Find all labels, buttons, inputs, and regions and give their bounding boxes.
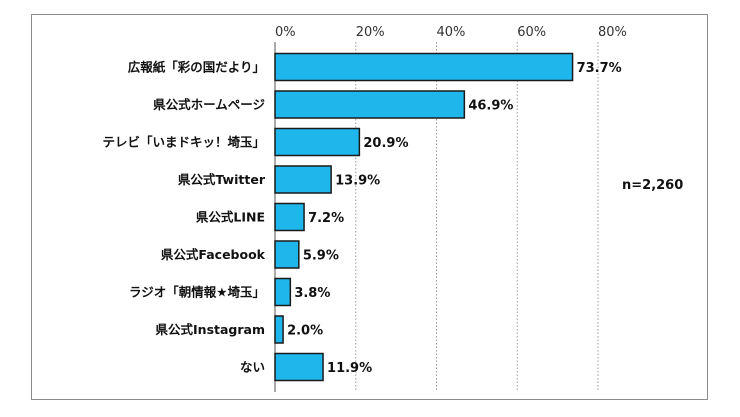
bar — [274, 165, 332, 194]
x-tick-label: 20% — [356, 25, 385, 40]
x-tick-label: 60% — [517, 25, 546, 40]
bar — [274, 277, 292, 307]
x-axis-ticks: 0% 20% 40% 60% 80% — [275, 25, 627, 40]
bar — [274, 127, 361, 157]
x-tick-label: 80% — [598, 25, 627, 40]
x-tick-label: 40% — [437, 25, 466, 40]
value-label: 73.7% — [577, 61, 622, 76]
sample-size-note: n=2,260 — [622, 178, 683, 193]
x-tick-label: 0% — [275, 25, 296, 40]
bar — [274, 202, 305, 232]
category-label: テレビ「いまドキッ！埼玉」 — [102, 135, 265, 150]
bar — [274, 90, 466, 119]
bar — [274, 352, 324, 382]
bar — [274, 52, 574, 82]
category-label: 県公式Twitter — [178, 172, 266, 187]
value-label: 20.9% — [363, 136, 408, 151]
value-label: 11.9% — [327, 361, 372, 376]
bar — [274, 240, 300, 269]
value-label: 7.2% — [308, 211, 344, 226]
bar — [274, 315, 284, 344]
category-label: 県公式Instagram — [156, 322, 265, 337]
category-label: 県公式Facebook — [161, 247, 266, 262]
value-label: 46.9% — [468, 99, 513, 114]
category-label: ラジオ「朝情報★埼玉」 — [129, 285, 265, 300]
category-labels: 広報紙「彩の国だより」県公式ホームページテレビ「いまドキッ！埼玉」県公式Twit… — [102, 60, 265, 375]
category-label: 県公式ホームページ — [153, 97, 265, 112]
value-label: 13.9% — [335, 174, 380, 189]
value-labels: 73.7% 46.9% 20.9% 13.9% 7.2% 5.9% 3.8% 2.0% 11.9… — [287, 61, 622, 376]
category-label: ない — [240, 360, 265, 375]
bars — [274, 52, 574, 382]
category-label: 県公式LINE — [196, 210, 265, 225]
value-label: 2.0% — [287, 324, 323, 339]
value-label: 3.8% — [294, 286, 330, 301]
category-label: 広報紙「彩の国だより」 — [128, 60, 265, 75]
value-label: 5.9% — [303, 249, 339, 264]
